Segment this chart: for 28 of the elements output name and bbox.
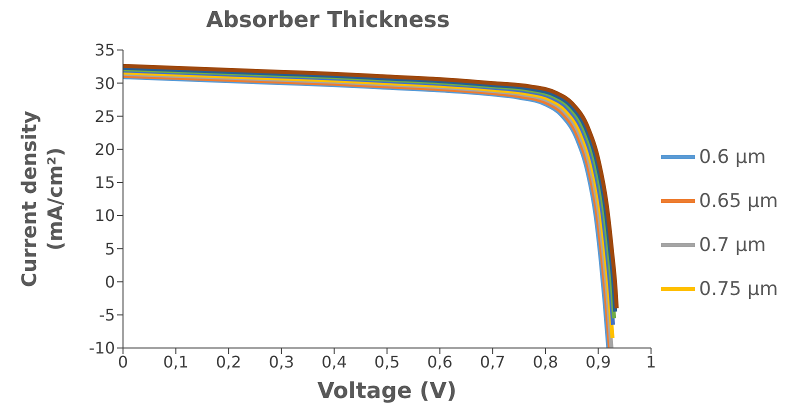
y-tick-label: -5 bbox=[99, 306, 115, 325]
y-tick-label: 0 bbox=[104, 272, 115, 292]
chart-title: Absorber Thickness bbox=[205, 8, 451, 35]
y-tick-label: 30 bbox=[94, 74, 115, 93]
x-tick-label: 0,5 bbox=[374, 352, 400, 372]
y-axis-title: Current density (mA/cm²) bbox=[17, 110, 67, 288]
x-tick-label: 0 bbox=[118, 352, 128, 372]
x-tick-label: 0,8 bbox=[532, 352, 558, 372]
legend-label: 0.65 µm bbox=[699, 190, 778, 212]
y-tick-label: 5 bbox=[104, 239, 115, 258]
x-tick-label: 0,1 bbox=[163, 352, 189, 372]
legend-label: 0.75 µm bbox=[699, 278, 778, 300]
legend-label: 0.7 µm bbox=[699, 234, 766, 256]
x-tick-label: 0,9 bbox=[586, 352, 611, 372]
y-tick-label: 10 bbox=[94, 206, 115, 226]
legend-label: 0.6 µm bbox=[699, 146, 766, 168]
x-tick-label: 0,6 bbox=[427, 352, 453, 372]
y-tick-label: 25 bbox=[94, 106, 115, 126]
y-tick-label: 20 bbox=[94, 140, 115, 160]
x-axis-title: Voltage (V) bbox=[317, 379, 457, 404]
x-tick-label: 0,2 bbox=[216, 352, 242, 372]
y-tick-label: -10 bbox=[88, 338, 115, 358]
y-tick-label: 35 bbox=[94, 40, 115, 60]
x-tick-label: 1 bbox=[646, 352, 656, 372]
x-tick-label: 0,3 bbox=[268, 352, 294, 372]
y-tick-label: 15 bbox=[94, 173, 115, 192]
x-tick-label: 0,7 bbox=[480, 352, 506, 372]
x-tick-label: 0,4 bbox=[321, 352, 347, 372]
